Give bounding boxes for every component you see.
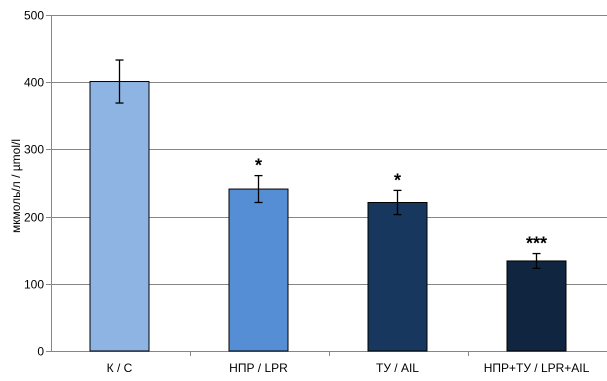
bar <box>506 260 567 352</box>
x-tick-label: К / С <box>107 361 133 375</box>
y-tick-label: 200 <box>24 211 44 225</box>
bar <box>367 201 428 352</box>
y-tick-label: 0 <box>37 345 44 359</box>
labels: 0 100 200 300 400 500 К / С * НПР / LPR * ТУ / AIL… <box>24 9 590 376</box>
y-tick-label: 500 <box>24 9 44 23</box>
y-tick-label: 400 <box>24 76 44 90</box>
y-tick-label: 300 <box>24 143 44 157</box>
bar <box>89 81 150 352</box>
bars <box>89 59 567 352</box>
y-tick-label: 100 <box>24 278 44 292</box>
bar <box>228 188 289 352</box>
x-tick-label: НПР / LPR <box>229 361 288 375</box>
significance-label: * <box>255 156 262 176</box>
significance-label: * <box>394 170 401 190</box>
x-tick-label: НПР+ТУ / LPR+AIL <box>484 361 590 375</box>
y-axis-label: мкмоль/л / µmol/l <box>9 139 23 233</box>
significance-label: *** <box>526 234 547 254</box>
x-tick-label: ТУ / AIL <box>376 361 419 375</box>
axes <box>46 15 607 356</box>
